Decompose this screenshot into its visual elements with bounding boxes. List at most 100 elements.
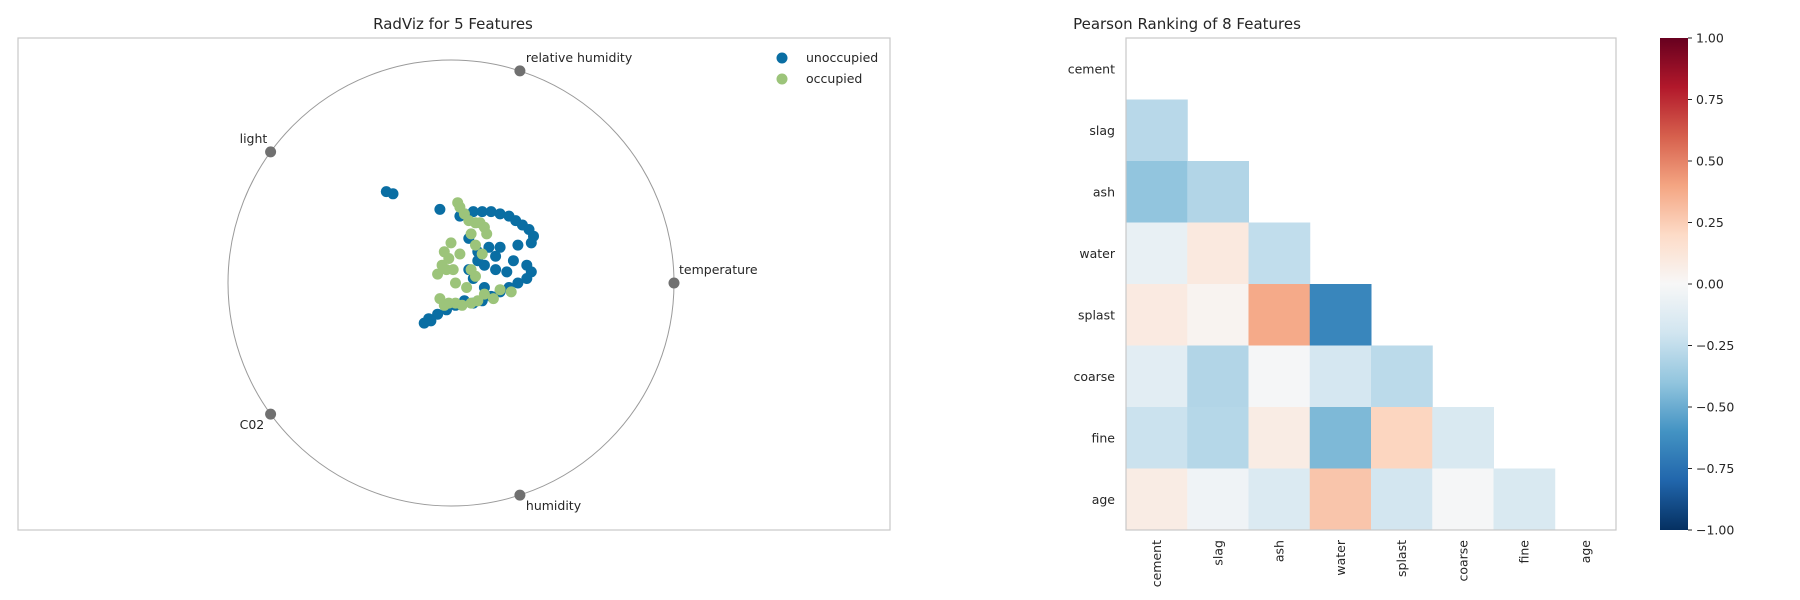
radviz-legend: unoccupied occupied (776, 50, 878, 86)
cell-splast-cement (1126, 284, 1188, 346)
radviz-chart: RadViz for 5 Features temperature relativ… (17, 15, 891, 531)
cell-water-ash (1248, 222, 1311, 285)
colorbar-gradient (1660, 38, 1688, 530)
anchor-label-humidity: humidity (526, 498, 582, 513)
point-unoccupied-2 (434, 203, 446, 215)
cell-age-coarse (1432, 468, 1494, 531)
colorbar-tick-label-4: 0.00 (1696, 277, 1724, 292)
cell-age-water (1309, 468, 1372, 531)
point-occupied-29 (450, 277, 461, 289)
colorbar-tick-label-6: −0.50 (1696, 400, 1734, 415)
anchor-label-light: light (240, 131, 268, 146)
point-unoccupied-5 (467, 206, 479, 218)
row-label-splast: splast (1078, 307, 1115, 322)
cell-fine-ash (1248, 407, 1311, 469)
point-unoccupied-42 (490, 264, 502, 276)
cell-fine-slag (1187, 407, 1249, 469)
point-unoccupied-43 (501, 266, 513, 278)
cell-fine-splast (1371, 407, 1433, 469)
point-occupied-12 (432, 268, 444, 280)
point-occupied-20 (478, 288, 490, 300)
cell-age-slag (1187, 468, 1249, 531)
point-occupied-9 (443, 253, 455, 264)
cell-coarse-ash (1248, 345, 1311, 408)
colorbar-tick-label-2: 0.50 (1696, 154, 1724, 169)
legend-marker-occupied (776, 73, 788, 85)
anchor-temperature (668, 277, 680, 289)
point-occupied-32 (476, 248, 488, 260)
col-label-age: age (1578, 540, 1593, 564)
radviz-title: RadViz for 5 Features (373, 15, 533, 33)
point-unoccupied-25 (512, 277, 524, 289)
point-occupied-30 (470, 270, 481, 282)
colorbar-tick-label-8: −1.00 (1696, 523, 1734, 538)
cell-coarse-water (1309, 345, 1372, 408)
row-label-fine: fine (1092, 430, 1116, 445)
radviz-points (380, 186, 539, 329)
cell-age-ash (1248, 468, 1311, 531)
point-unoccupied-20 (490, 250, 502, 262)
point-unoccupied-1 (387, 188, 399, 200)
row-label-cement: cement (1068, 61, 1115, 76)
col-label-water: water (1333, 539, 1348, 575)
point-unoccupied-37 (425, 315, 437, 327)
row-label-slag: slag (1089, 123, 1115, 138)
point-unoccupied-34 (432, 308, 444, 320)
colorbar: 1.00 0.75 0.50 0.25 0.00 −0.25 −0.50 −0.75 −1.00 (1660, 31, 1734, 538)
point-unoccupied-7 (485, 206, 497, 218)
cell-fine-water (1309, 407, 1372, 469)
point-occupied-19 (472, 295, 484, 307)
anchor-relative-humidity (514, 65, 526, 77)
point-occupied-23 (505, 286, 517, 298)
legend-marker-unoccupied (776, 52, 788, 64)
heatmap-cells (1126, 99, 1556, 531)
anchor-label-temperature: temperature (679, 262, 758, 277)
pearson-title: Pearson Ranking of 8 Features (1073, 15, 1301, 33)
colorbar-tick-label-3: 0.25 (1696, 215, 1724, 230)
cell-ash-slag (1187, 161, 1249, 223)
point-occupied-17 (456, 299, 468, 311)
row-label-water: water (1079, 246, 1115, 261)
point-unoccupied-15 (512, 239, 524, 251)
cell-age-splast (1371, 468, 1433, 531)
colorbar-tick-label-1: 0.75 (1696, 92, 1724, 107)
point-occupied-28 (461, 282, 473, 293)
cell-fine-coarse (1432, 407, 1494, 469)
cell-splast-ash (1248, 284, 1311, 346)
col-label-splast: splast (1394, 540, 1409, 577)
point-unoccupied-17 (483, 241, 495, 253)
cell-fine-cement (1126, 407, 1188, 469)
anchor-label-relative-humidity: relative humidity (526, 50, 633, 65)
cell-coarse-cement (1126, 345, 1188, 408)
radviz-anchors: temperature relative humidity light C02 humi… (240, 50, 758, 513)
point-occupied-26 (447, 264, 459, 276)
col-label-fine: fine (1517, 540, 1532, 564)
point-unoccupied-21 (507, 255, 519, 267)
heatmap-frame (1125, 37, 1617, 531)
col-label-coarse: coarse (1455, 540, 1470, 582)
cell-slag-cement (1126, 99, 1188, 162)
anchor-label-c02: C02 (240, 417, 265, 432)
point-unoccupied-14 (525, 237, 537, 249)
legend-label-occupied: occupied (806, 71, 862, 86)
colorbar-tick-label-5: −0.25 (1696, 338, 1734, 353)
anchor-c02 (265, 408, 277, 420)
cell-age-fine (1493, 468, 1556, 531)
cell-water-slag (1187, 222, 1249, 285)
point-occupied-21 (487, 293, 499, 305)
point-occupied-24 (465, 228, 477, 240)
cell-age-cement (1126, 468, 1188, 531)
point-unoccupied-24 (521, 273, 533, 284)
cell-coarse-splast (1371, 345, 1433, 408)
colorbar-tick-label-0: 1.00 (1696, 31, 1724, 46)
point-unoccupied-16 (494, 241, 506, 253)
anchor-humidity (514, 489, 526, 501)
cell-ash-cement (1126, 161, 1188, 223)
col-label-cement: cement (1149, 540, 1164, 587)
legend-label-unoccupied: unoccupied (806, 50, 878, 65)
row-label-age: age (1092, 492, 1116, 507)
col-label-slag: slag (1210, 540, 1225, 566)
point-occupied-22 (494, 284, 506, 296)
point-occupied-31 (445, 237, 457, 249)
row-label-ash: ash (1093, 184, 1115, 199)
